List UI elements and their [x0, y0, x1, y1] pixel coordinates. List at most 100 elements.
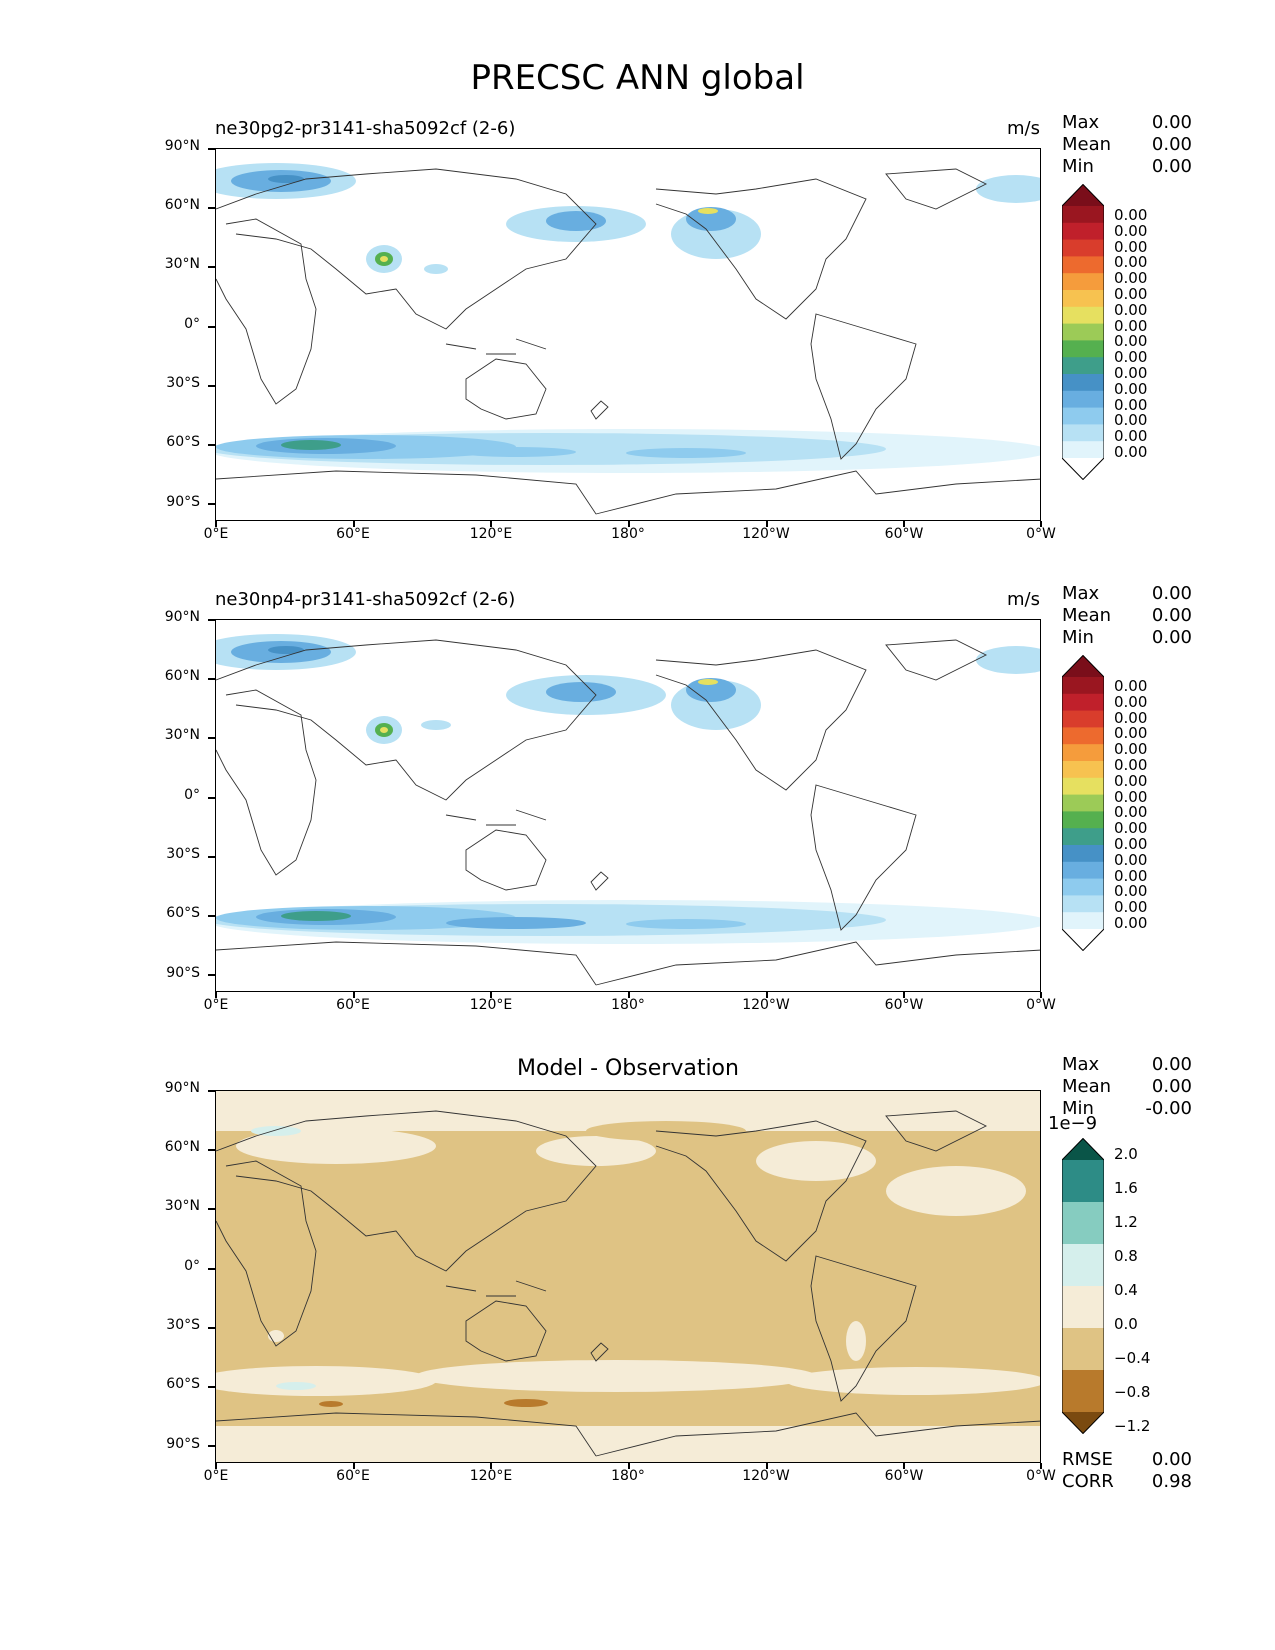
- colorbar-swatch: [1062, 811, 1104, 829]
- x-tick-label: 120°W: [742, 997, 790, 1013]
- colorbar-swatch: [1062, 407, 1104, 425]
- colorbar-swatch: [1062, 710, 1104, 728]
- colorbar-swatch: [1062, 206, 1104, 224]
- x-tick-mark: [766, 1463, 768, 1469]
- x-tick-mark: [628, 521, 630, 527]
- x-tick-label: 120°E: [469, 997, 513, 1013]
- colorbar-outline: [1062, 1138, 1104, 1434]
- stat-value: 0.00: [1151, 605, 1192, 626]
- colorbar-label: 0.00: [1114, 269, 1148, 288]
- x-tick-mark: [903, 1463, 905, 1469]
- x-tick-mark: [628, 1463, 630, 1469]
- y-tick-label: 0°: [184, 316, 200, 332]
- y-tick-label: 30°N: [164, 256, 200, 272]
- colorbar-extend-max: [1062, 1138, 1104, 1160]
- colorbar-label: 0.8: [1114, 1247, 1138, 1265]
- colorbar: [1062, 184, 1104, 480]
- x-tick-mark: [353, 521, 355, 527]
- y-tick-mark: [208, 1149, 215, 1151]
- stats-box: Max 0.00 Mean 0.00 Min -0.00: [1062, 1054, 1192, 1120]
- colorbar-label: 0.00: [1114, 756, 1148, 774]
- colorbar-swatch: [1062, 727, 1104, 745]
- coastlines: [216, 1110, 1040, 1457]
- colorbar-extend-min: [1062, 1412, 1104, 1434]
- y-tick-mark: [208, 1208, 215, 1210]
- coastlines: [216, 168, 1040, 515]
- x-tick-mark: [353, 1463, 355, 1469]
- panel-difference: Model - Observation Max 0.00 Mean 0.00 Min…: [0, 1054, 1275, 1500]
- colorbar-label: 0.00: [1114, 285, 1148, 303]
- y-tick-label: 90°S: [166, 965, 200, 981]
- error-stats: RMSE 0.00 CORR 0.98: [1062, 1449, 1192, 1493]
- colorbar-label: 0.00: [1114, 300, 1148, 319]
- y-tick-mark: [208, 503, 215, 505]
- map-plot: [215, 1090, 1041, 1463]
- colorbar-label: 1.6: [1114, 1179, 1138, 1197]
- colorbar-swatch: [1062, 323, 1104, 341]
- colorbar-label: 0.00: [1114, 348, 1148, 367]
- colorbar-label: 0.00: [1114, 411, 1148, 430]
- colorbar-label: −1.2: [1114, 1417, 1151, 1435]
- colorbar-swatch: [1062, 1244, 1104, 1287]
- x-tick-mark: [903, 521, 905, 527]
- x-tick-mark: [353, 992, 355, 998]
- stats-box: Max 0.00 Mean 0.00 Min 0.00: [1062, 112, 1192, 178]
- x-tick-label: 60°E: [336, 997, 370, 1013]
- x-tick-mark: [766, 992, 768, 998]
- colorbar-swatch: [1062, 845, 1104, 863]
- x-tick-label: 120°E: [469, 526, 513, 542]
- x-tick-label: 180°: [611, 997, 645, 1013]
- colorbar-label: 0.00: [1114, 708, 1148, 727]
- colorbar-swatch: [1062, 424, 1104, 442]
- x-tick-label: 120°W: [742, 1468, 790, 1484]
- map-svg: [216, 163, 1040, 515]
- y-tick-label: 60°S: [166, 434, 200, 450]
- stat-value: 0.00: [1151, 112, 1192, 133]
- colorbar-label: 0.4: [1114, 1281, 1138, 1299]
- colorbar-label: 0.0: [1114, 1315, 1138, 1333]
- stat-value: -0.00: [1145, 1098, 1192, 1119]
- y-tick-mark: [208, 207, 215, 209]
- colorbar-swatch: [1062, 306, 1104, 325]
- x-tick-label: 0°E: [203, 526, 229, 542]
- colorbar-swatch: [1062, 374, 1104, 392]
- colorbar-extend-max: [1062, 655, 1104, 677]
- x-tick-label: 0°W: [1026, 526, 1056, 542]
- colorbar-label: 0.00: [1114, 771, 1148, 790]
- y-tick-mark: [208, 1090, 215, 1092]
- colorbar-label: 0.00: [1114, 379, 1148, 398]
- colorbar-label: 0.00: [1114, 221, 1148, 240]
- colorbar-label: 0.00: [1114, 395, 1148, 414]
- x-tick-mark: [766, 521, 768, 527]
- x-tick-mark: [490, 521, 492, 527]
- map-plot: [215, 619, 1041, 992]
- colorbar-label: 0.00: [1114, 787, 1148, 806]
- diff-field: [216, 1091, 1040, 1462]
- precip-field: [216, 163, 1040, 473]
- y-tick-mark: [208, 148, 215, 150]
- x-tick-mark: [490, 1463, 492, 1469]
- colorbar-swatch: [1062, 693, 1104, 712]
- colorbar-swatch: [1062, 1286, 1104, 1329]
- stat-label: CORR: [1062, 1471, 1114, 1492]
- colorbar-exponent: 1e−9: [1048, 1113, 1098, 1134]
- y-tick-label: 30°S: [166, 846, 200, 862]
- y-tick-mark: [208, 737, 215, 739]
- panel-title: ne30pg2-pr3141-sha5092cf (2-6): [215, 118, 516, 139]
- x-tick-mark: [903, 992, 905, 998]
- x-tick-label: 120°E: [469, 1468, 513, 1484]
- colorbar-swatch: [1062, 290, 1104, 308]
- stat-value: 0.00: [1151, 583, 1192, 604]
- colorbar-label: 0.00: [1114, 724, 1148, 743]
- stat-label: Max: [1062, 112, 1100, 133]
- stat-value: 0.00: [1151, 134, 1192, 155]
- stat-label: Min: [1062, 627, 1094, 648]
- colorbar-swatch: [1062, 1202, 1104, 1245]
- x-tick-mark: [490, 992, 492, 998]
- units-label: m/s: [1007, 589, 1040, 610]
- colorbar-swatch: [1062, 828, 1104, 846]
- y-tick-label: 30°N: [164, 727, 200, 743]
- colorbar-extend-max: [1062, 184, 1104, 206]
- y-tick-mark: [208, 385, 215, 387]
- y-tick-mark: [208, 1327, 215, 1329]
